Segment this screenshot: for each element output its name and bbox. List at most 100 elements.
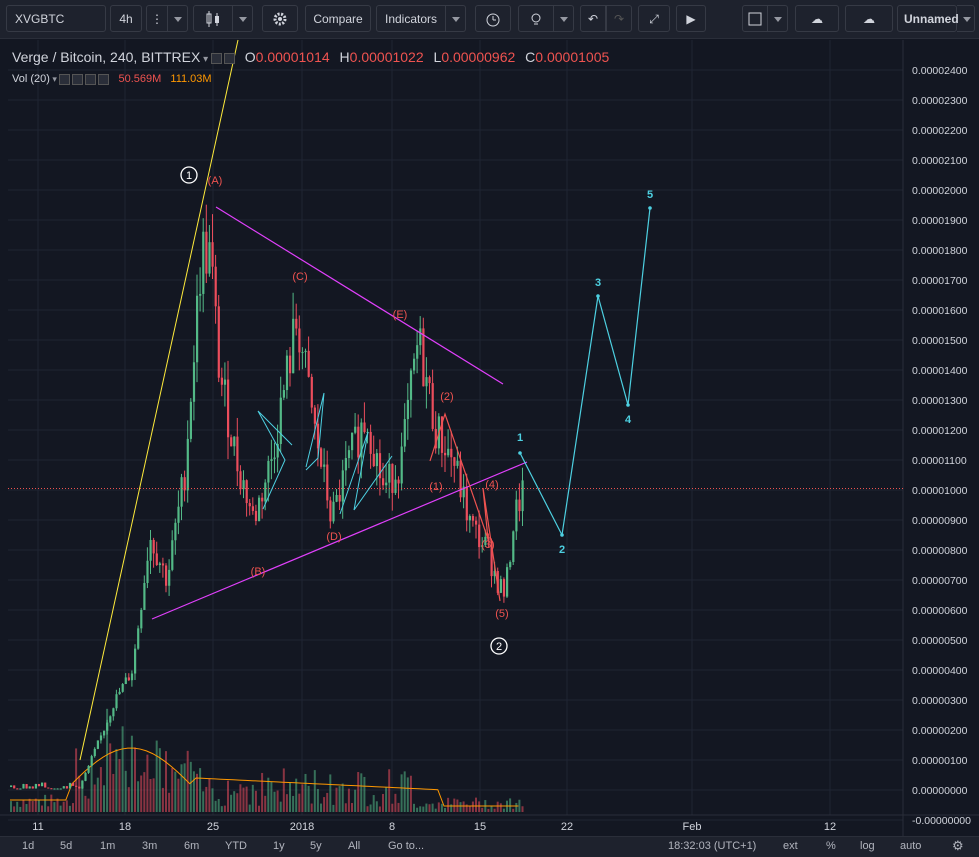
volume-bar [28, 798, 31, 812]
candle-body [16, 788, 19, 790]
range-5y[interactable]: 5y [310, 840, 322, 852]
indicators-dropdown-icon[interactable] [446, 5, 466, 32]
goto-button[interactable]: Go to... [388, 840, 425, 852]
cloud-download-icon[interactable]: ☁ [795, 5, 839, 32]
range-6m[interactable]: 6m [184, 840, 200, 852]
layout-name-dropdown-icon[interactable] [957, 5, 975, 32]
projection-label: 2 [559, 544, 565, 556]
range-ytd[interactable]: YTD [225, 840, 247, 852]
vol-eye-icon[interactable] [59, 73, 71, 85]
volume-bar [183, 763, 186, 812]
wave-label: (B) [251, 566, 266, 578]
candle-body [87, 765, 90, 773]
volume-indicator-label[interactable]: Vol (20) [12, 73, 50, 85]
close-value: 0.00001005 [535, 49, 610, 65]
auto-toggle[interactable]: auto [900, 840, 922, 852]
vol-close-icon[interactable] [98, 73, 110, 85]
y-tick-label: 0.00001700 [912, 275, 968, 287]
y-tick-label: 0.00001600 [912, 305, 968, 317]
x-tick-label: 22 [561, 821, 573, 833]
y-tick-label: 0.00000800 [912, 545, 968, 557]
range-1y[interactable]: 1y [273, 840, 285, 852]
x-tick-label: 18 [119, 821, 131, 833]
candle-body [165, 565, 168, 586]
legend-eye-icon[interactable] [210, 52, 222, 64]
candle-body [137, 628, 140, 649]
symbol-search[interactable]: XVGBTC [6, 5, 106, 32]
volume-bar [521, 806, 524, 812]
cyan-wave-path [339, 431, 393, 515]
volume-bar [478, 801, 481, 812]
volume-bar [394, 793, 397, 812]
candle-body [37, 783, 41, 787]
alert-icon[interactable] [475, 5, 511, 32]
legend-settings-icon[interactable] [223, 52, 235, 64]
range-1m[interactable]: 1m [100, 840, 116, 852]
volume-bar [177, 778, 180, 812]
wave-label: (A) [208, 175, 223, 187]
range-3m[interactable]: 3m [142, 840, 158, 852]
candle-body [301, 352, 304, 354]
y-tick-label: 0.00000500 [912, 635, 968, 647]
volume-bar [512, 808, 515, 812]
candle-body [168, 569, 171, 586]
layout-square-icon[interactable] [742, 5, 768, 32]
y-tick-label: 0.00001200 [912, 425, 968, 437]
more-intervals-icon[interactable]: ⋮ [146, 5, 168, 32]
candle-body [400, 446, 403, 484]
redo-icon[interactable]: ↷ [606, 5, 632, 32]
range-all[interactable]: All [348, 840, 361, 852]
compare-button[interactable]: Compare [305, 5, 371, 32]
layout-name-button[interactable]: Unnamed [897, 5, 959, 32]
indicators-button[interactable]: Indicators [376, 5, 446, 32]
chart-style-dropdown-icon[interactable] [233, 5, 253, 32]
range-5d[interactable]: 5d [60, 840, 73, 852]
volume-bar [475, 797, 477, 812]
vol-add-icon[interactable] [85, 73, 97, 85]
candles-icon[interactable] [193, 5, 233, 32]
interval-dropdown-icon[interactable] [168, 5, 188, 32]
candle-body [13, 785, 16, 789]
volume-bar [515, 802, 518, 812]
interval-button[interactable]: 4h [110, 5, 142, 32]
high-value: 0.00001022 [349, 49, 424, 65]
volume-bar [270, 781, 273, 812]
volume-bar [56, 798, 59, 812]
candle-body [171, 540, 174, 570]
layout-dropdown-icon[interactable] [768, 5, 788, 32]
candle-body [109, 716, 112, 723]
fullscreen-icon[interactable]: ⤢ [638, 5, 670, 32]
volume-bar [344, 803, 347, 812]
volume-bar [289, 782, 291, 812]
y-tick-label: 0.00000200 [912, 725, 968, 737]
volume-bar [115, 749, 118, 812]
candle-body [282, 390, 285, 398]
gear-icon[interactable] [262, 5, 298, 32]
vol-settings-icon[interactable] [72, 73, 84, 85]
percent-toggle[interactable]: % [826, 840, 836, 852]
play-icon[interactable]: ▶ [676, 5, 706, 32]
volume-bar [130, 735, 133, 812]
ideas-dropdown-icon[interactable] [554, 5, 574, 32]
cloud-upload-icon[interactable]: ☁ [845, 5, 893, 32]
lightbulb-icon[interactable] [518, 5, 554, 32]
candle-body [236, 436, 239, 472]
ext-toggle[interactable]: ext [783, 840, 798, 852]
candle-body [403, 419, 406, 447]
candle-body [453, 457, 456, 466]
log-toggle[interactable]: log [860, 840, 875, 852]
symbol-title[interactable]: Verge / Bitcoin, 240, BITTREX [12, 49, 201, 65]
gear-icon[interactable]: ⚙ [952, 838, 964, 853]
candle-body [310, 376, 313, 408]
y-tick-label: 0.00000300 [912, 695, 968, 707]
volume-bar [236, 793, 239, 812]
range-1d[interactable]: 1d [22, 840, 35, 852]
projection-label: 4 [625, 414, 632, 426]
y-tick-label: 0.00001000 [912, 485, 968, 497]
x-tick-label: 2018 [290, 821, 314, 833]
price-chart[interactable]: 0.00002400 0.00002300 0.00002200 0.00002100… [0, 39, 979, 836]
cyan-wave-path [305, 392, 325, 471]
undo-icon[interactable]: ↶ [580, 5, 606, 32]
volume-bar [146, 754, 149, 812]
candle-body [202, 231, 205, 294]
